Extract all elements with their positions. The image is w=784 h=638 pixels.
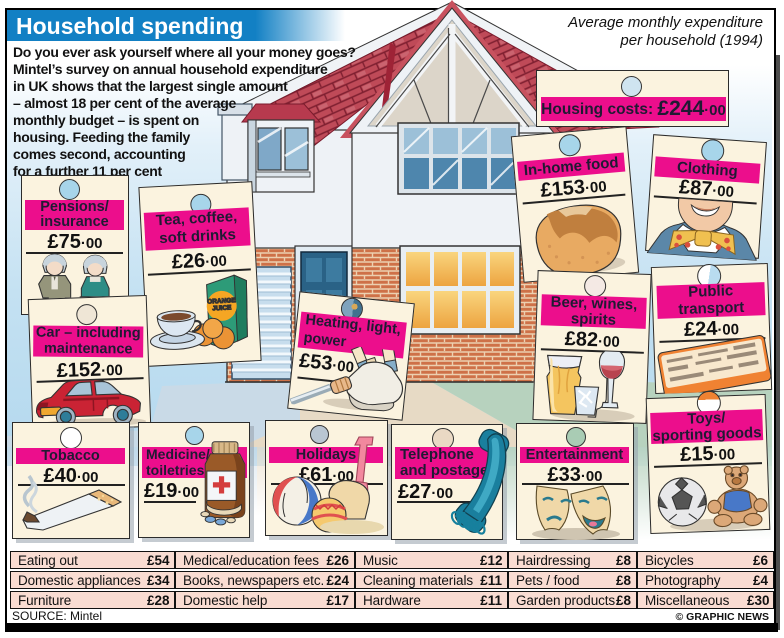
- svg-text:JUICE: JUICE: [212, 304, 232, 312]
- svg-text:ORANGE: ORANGE: [207, 297, 237, 306]
